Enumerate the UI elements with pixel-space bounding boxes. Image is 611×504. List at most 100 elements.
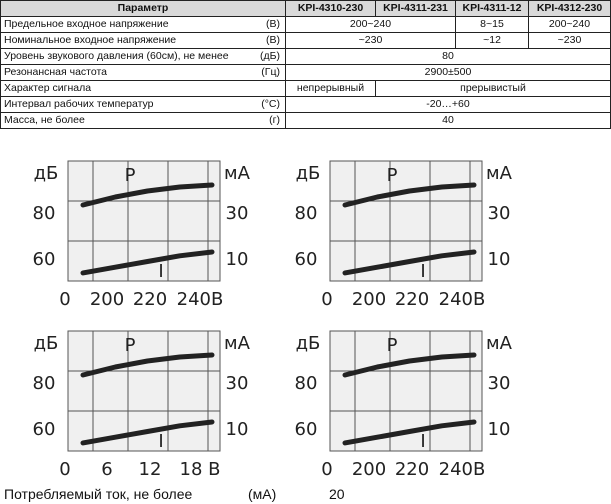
param-label: Масса, не более: [4, 114, 85, 126]
left-tick-label: 80: [33, 373, 56, 394]
table-row: Масса, не более (г) 40: [0, 112, 611, 129]
value-cell: 80: [285, 48, 611, 65]
current-curve: [342, 249, 477, 276]
x-tick-label: 0: [59, 459, 70, 480]
response-chart: дБ мА 80 60 30 10 0 6 12 18 В P I: [30, 327, 251, 480]
right-tick-label: 30: [226, 203, 249, 224]
table-header-row: Параметр KPI-4310-230 KPI-4311-231 KPI-4…: [0, 0, 611, 17]
param-cell: Предельное входное напряжение (В): [0, 16, 286, 33]
x-tick-label: 18 В: [180, 459, 221, 480]
x-tick-label: 200: [90, 289, 124, 310]
table-row: Предельное входное напряжение (В) 200~240 8…: [0, 16, 611, 33]
x-tick-label: 220: [395, 289, 429, 310]
header-model: KPI-4312-230: [528, 0, 611, 17]
x-tick-label: 0: [321, 459, 332, 480]
series-label-p: P: [125, 165, 136, 186]
x-tick-label: 200: [352, 459, 386, 480]
value-cell: непрерывный: [285, 80, 376, 97]
table-row: Интервал рабочих температур (°С) -20…+60: [0, 96, 611, 113]
left-tick-label: 60: [295, 419, 318, 440]
x-tick-label: 240В: [439, 459, 486, 480]
pressure-curve: [342, 352, 477, 378]
table-row: Характер сигнала непрерывный прерывистый: [0, 80, 611, 97]
left-axis-label: дБ: [34, 163, 59, 184]
pressure-curve: [342, 182, 477, 208]
value-cell: 40: [285, 112, 611, 129]
header-model: KPI-4311-12: [455, 0, 529, 17]
right-axis-label: мА: [486, 333, 513, 354]
pressure-curve: [80, 352, 215, 378]
header-param: Параметр: [0, 0, 286, 17]
right-axis-label: мА: [486, 163, 513, 184]
left-tick-label: 60: [33, 419, 56, 440]
param-label: Характер сигнала: [4, 82, 92, 94]
chart-svg: дБ мА 80 60 30 10 0 200 220 240В P I: [295, 160, 513, 310]
param-cell: Масса, не более (г): [0, 112, 286, 129]
header-model: KPI-4311-231: [375, 0, 456, 17]
param-cell: Уровень звукового давления (60см), не ме…: [0, 48, 286, 65]
chart-svg: дБ мА 80 60 30 10 0 6 12 18 В P I: [33, 330, 251, 480]
chart-svg: дБ мА 80 60 30 10 0 200 220 240В P I: [33, 160, 251, 310]
x-tick-label: 200: [352, 289, 386, 310]
series-label-p: P: [387, 165, 398, 186]
param-unit: [280, 82, 282, 96]
param-label: Предельное входное напряжение: [4, 18, 169, 30]
param-unit: (Гц): [261, 66, 280, 78]
value-cell: -20…+60: [285, 96, 611, 113]
left-tick-label: 60: [295, 249, 318, 270]
param-cell: Номинальное входное напряжение (В): [0, 32, 286, 49]
right-tick-label: 10: [488, 249, 511, 270]
footer-unit: (мА): [248, 486, 277, 502]
right-tick-label: 10: [226, 419, 249, 440]
series-label-i: I: [420, 261, 425, 282]
left-axis-label: дБ: [296, 163, 321, 184]
x-tick-label: 220: [395, 459, 429, 480]
value-cell: ~12: [455, 32, 529, 49]
response-chart: дБ мА 80 60 30 10 0 200 220 240В P I: [30, 157, 251, 310]
spec-table-body: Предельное входное напряжение (В) 200~240 8…: [0, 16, 611, 129]
footer-value: 20: [329, 486, 345, 502]
value-cell: ~230: [285, 32, 456, 49]
x-tick-label: 0: [59, 289, 70, 310]
x-tick-label: 240В: [439, 289, 486, 310]
pressure-curve: [80, 182, 215, 208]
table-row: Резонансная частота (Гц) 2900±500: [0, 64, 611, 81]
series-label-i: I: [158, 431, 163, 452]
param-label: Номинальное входное напряжение: [4, 34, 177, 46]
param-cell: Интервал рабочих температур (°С): [0, 96, 286, 113]
series-label-p: P: [125, 335, 136, 356]
right-tick-label: 10: [488, 419, 511, 440]
left-axis-label: дБ: [296, 333, 321, 354]
param-cell: Характер сигнала: [0, 80, 286, 97]
param-unit: (В): [266, 18, 280, 30]
table-row: Уровень звукового давления (60см), не ме…: [0, 48, 611, 65]
current-curve: [80, 419, 215, 446]
current-curve: [80, 249, 215, 276]
left-axis-label: дБ: [34, 333, 59, 354]
chart-svg: дБ мА 80 60 30 10 0 200 220 240В P I: [295, 330, 513, 480]
param-unit: (дБ): [259, 50, 280, 62]
param-unit: (г): [269, 114, 280, 126]
right-tick-label: 30: [226, 373, 249, 394]
response-chart: дБ мА 80 60 30 10 0 200 220 240В P I: [292, 327, 513, 480]
value-cell: 8~15: [455, 16, 529, 33]
x-tick-label: 6: [101, 459, 112, 480]
x-tick-label: 240В: [177, 289, 224, 310]
right-tick-label: 30: [488, 373, 511, 394]
value-cell: 2900±500: [285, 64, 611, 81]
left-tick-label: 80: [33, 203, 56, 224]
response-chart: дБ мА 80 60 30 10 0 200 220 240В P I: [292, 157, 513, 310]
right-tick-label: 10: [226, 249, 249, 270]
right-axis-label: мА: [224, 163, 251, 184]
x-tick-label: 220: [133, 289, 167, 310]
table-row: Номинальное входное напряжение (В) ~230 ~12…: [0, 32, 611, 49]
value-cell: ~230: [528, 32, 611, 49]
footer-current: Потребляемый ток, не более (мА) 20: [4, 486, 424, 504]
right-axis-label: мА: [224, 333, 251, 354]
left-tick-label: 80: [295, 373, 318, 394]
x-tick-label: 0: [321, 289, 332, 310]
right-tick-label: 30: [488, 203, 511, 224]
current-curve: [342, 419, 477, 446]
series-label-i: I: [420, 431, 425, 452]
param-unit: (В): [266, 34, 280, 46]
